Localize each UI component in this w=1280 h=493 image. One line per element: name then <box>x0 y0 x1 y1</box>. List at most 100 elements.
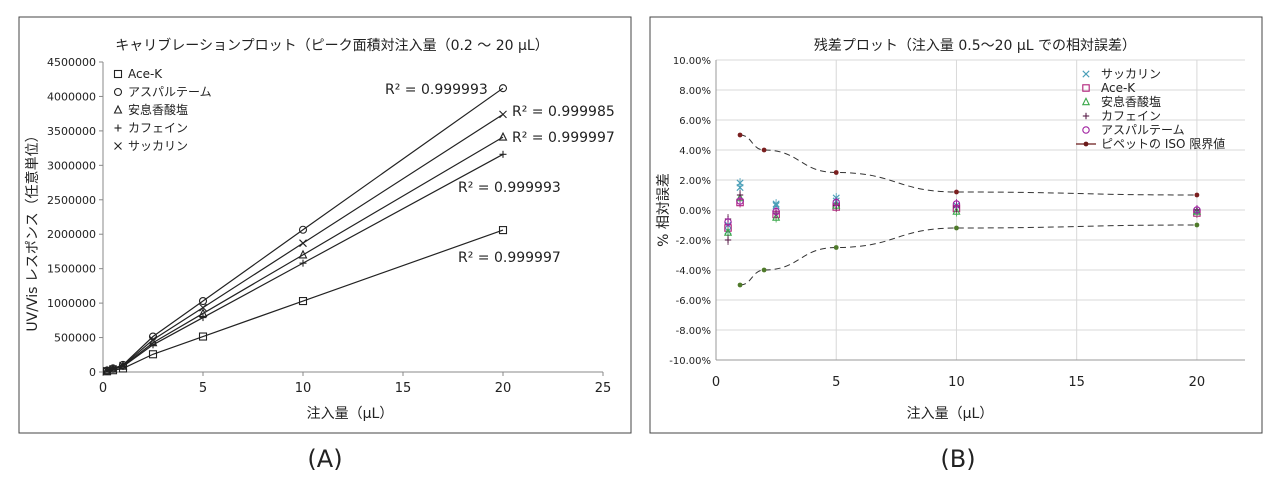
residual-point <box>1193 206 1201 214</box>
iso-limit-point <box>737 282 743 288</box>
data-point <box>199 303 207 312</box>
iso-limit-point <box>737 132 743 138</box>
legend-label: サッカリン <box>1101 67 1161 81</box>
legend-marker <box>113 69 123 79</box>
residual-point <box>772 207 780 216</box>
iso-limit-point <box>954 189 959 195</box>
x-tick-label: 20 <box>495 381 512 396</box>
iso-limit-point <box>761 147 767 153</box>
calibration-plot-title: キャリブレーションプロット（ピーク面積対注入量（0.2 ～ 20 µL） <box>115 37 548 54</box>
legend-label: Ace-K <box>128 67 163 81</box>
legend-marker <box>1082 112 1090 120</box>
legend-label: 安息香酸塩 <box>128 102 188 117</box>
legend-label: カフェイン <box>1101 109 1161 123</box>
x-tick-label: 15 <box>1068 375 1085 390</box>
y-tick-label: -6.00% <box>676 296 711 307</box>
legend-marker <box>114 142 122 150</box>
r-squared-label: R² = 0.999993 <box>385 82 488 98</box>
iso-limit-point <box>833 245 839 250</box>
y-tick-label: 4.00% <box>679 146 711 157</box>
data-point <box>109 364 117 373</box>
legend-marker <box>114 124 122 132</box>
residual-point <box>736 197 744 205</box>
residual-point <box>952 206 961 215</box>
legend-marker <box>1082 126 1090 134</box>
y-tick-label: 500000 <box>54 332 96 345</box>
data-point <box>499 110 507 119</box>
x-tick-label: 0 <box>99 381 107 396</box>
x-tick-label: 10 <box>948 375 965 390</box>
y-tick-label: 1500000 <box>47 263 96 276</box>
r-squared-label: R² = 0.999997 <box>512 130 615 146</box>
legend-marker <box>1082 84 1090 92</box>
legend-marker <box>113 104 123 114</box>
calibration-y-axis-label: UV/Vis レスポンス（任意単位） <box>24 128 41 331</box>
data-point <box>498 84 508 93</box>
residual-y-axis-label: % 相対誤差 <box>656 173 672 247</box>
data-point <box>199 314 207 322</box>
data-point <box>198 332 208 341</box>
x-tick-label: 15 <box>395 381 412 396</box>
iso-limit-point <box>1194 192 1200 198</box>
x-tick-label: 20 <box>1189 375 1206 390</box>
panel-label-a: (A) <box>307 445 342 473</box>
residual-point <box>832 198 840 207</box>
legend-label: サッカリン <box>128 139 188 153</box>
calibration-plot-panel: キャリブレーションプロット（ピーク面積対注入量（0.2 ～ 20 µL） 0 5 1… <box>18 16 632 434</box>
y-tick-label: 3500000 <box>47 125 96 138</box>
calibration-x-axis-label: 注入量（µL） <box>307 406 394 422</box>
y-tick-label: 4500000 <box>47 56 96 69</box>
iso-limit-curve <box>740 224 1197 286</box>
residual-point <box>772 212 781 221</box>
data-point <box>499 150 507 158</box>
r-squared-label: R² = 0.999997 <box>458 250 561 266</box>
data-point <box>299 239 307 248</box>
y-tick-label: -8.00% <box>676 326 711 337</box>
y-tick-label: -2.00% <box>676 236 711 247</box>
data-point <box>149 335 157 344</box>
legend-label: 安息香酸塩 <box>1101 94 1161 109</box>
y-tick-label: 0 <box>89 366 96 379</box>
iso-limit-point <box>1194 222 1200 228</box>
y-tick-label: 0.00% <box>679 206 711 217</box>
x-tick-label: 5 <box>199 381 207 396</box>
data-point <box>149 341 157 349</box>
legend-marker <box>1082 70 1090 78</box>
y-tick-label: 2.00% <box>679 176 711 187</box>
data-point <box>299 259 307 267</box>
residual-point <box>952 200 961 208</box>
x-tick-label: 5 <box>832 375 840 390</box>
residual-x-axis-label: 注入量（µL） <box>907 406 994 422</box>
iso-limit-point <box>833 170 839 175</box>
data-point <box>119 361 127 370</box>
legend-marker <box>113 87 123 97</box>
data-point <box>103 366 111 375</box>
y-tick-label: -10.00% <box>669 356 711 367</box>
iso-limit-curve <box>740 134 1197 196</box>
data-point <box>148 350 158 359</box>
residual-point <box>724 218 732 226</box>
data-point <box>298 249 308 259</box>
legend-label: Ace-K <box>1101 81 1136 95</box>
legend-label: アスパルテーム <box>128 85 212 99</box>
r-squared-label: R² = 0.999993 <box>458 180 561 196</box>
legend-label: アスパルテーム <box>1101 123 1185 137</box>
data-point <box>498 131 508 141</box>
y-tick-label: 4000000 <box>47 90 96 103</box>
x-tick-label: 25 <box>595 381 612 396</box>
y-tick-label: 1000000 <box>47 297 96 310</box>
residual-plot-title: 残差プロット（注入量 0.5～20 µL での相対誤差） <box>814 38 1136 54</box>
residual-point <box>724 236 732 244</box>
data-point <box>298 225 308 234</box>
panel-label-b: (B) <box>940 445 975 473</box>
legend-label: ピペットの ISO 限界値 <box>1101 136 1225 151</box>
r-squared-label: R² = 0.999985 <box>512 104 615 120</box>
residual-plot-panel: 残差プロット（注入量 0.5～20 µL での相対誤差） 10.00% 8.00%… <box>649 16 1263 434</box>
legend-marker <box>1083 141 1089 147</box>
legend-marker <box>1081 97 1091 106</box>
iso-limit-point <box>761 267 767 273</box>
iso-limit-point <box>954 225 959 231</box>
x-tick-label: 10 <box>295 381 312 396</box>
residual-point <box>736 179 744 187</box>
